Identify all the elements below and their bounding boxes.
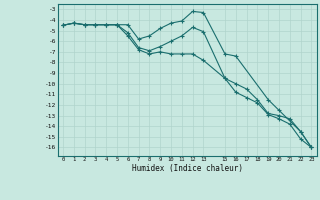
X-axis label: Humidex (Indice chaleur): Humidex (Indice chaleur) bbox=[132, 164, 243, 173]
